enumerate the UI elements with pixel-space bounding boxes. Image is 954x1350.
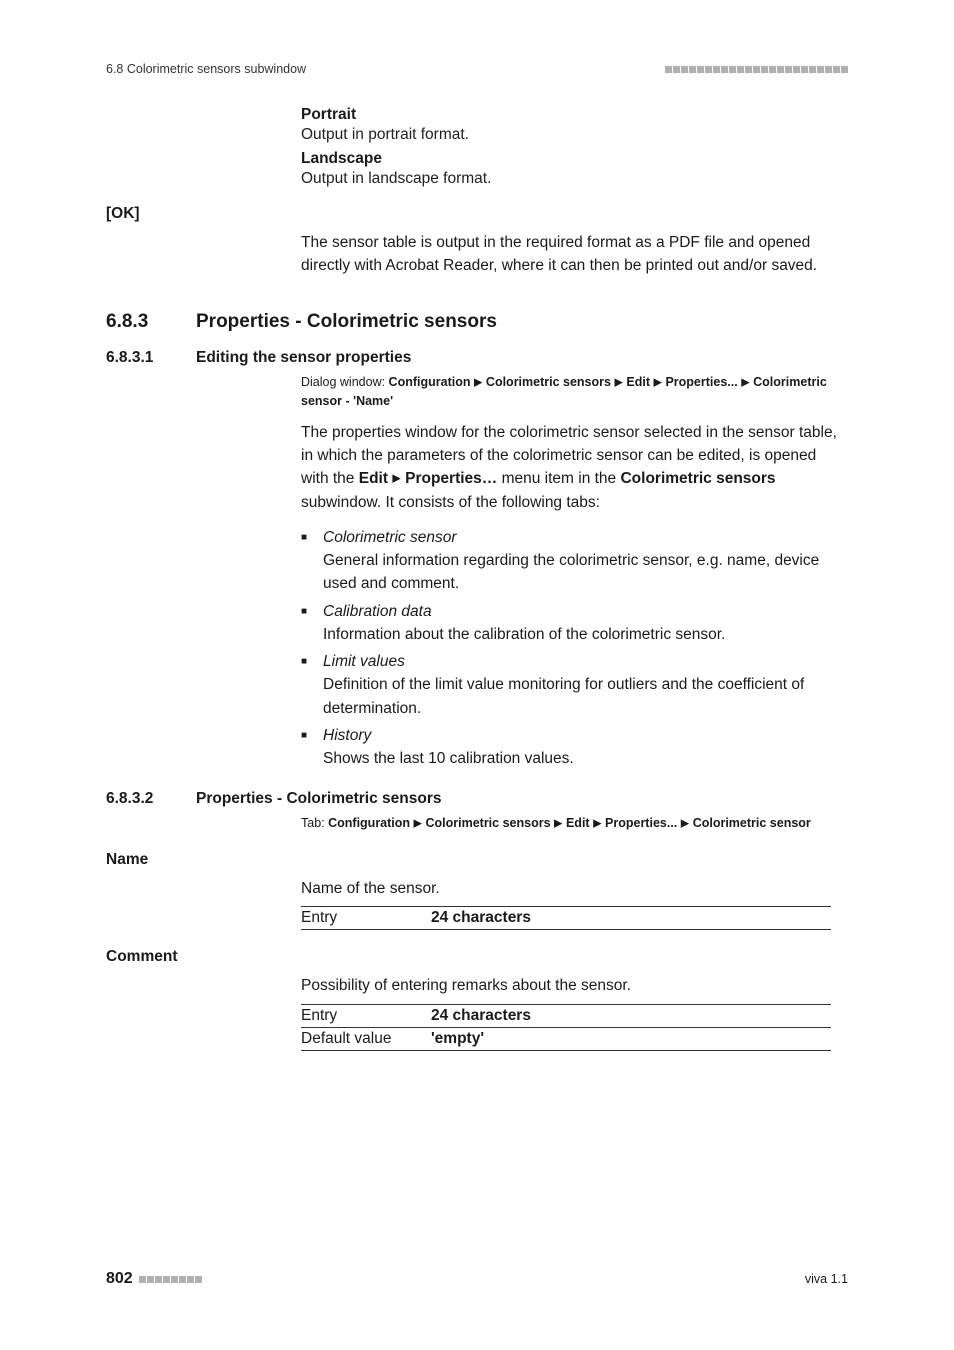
bullet-desc: Shows the last 10 calibration values. [323,750,574,767]
dialog-prefix: Dialog window: [301,375,389,389]
name-spec-table: Entry 24 characters [301,906,831,930]
portrait-desc: Output in portrait format. [301,124,848,146]
subsection-6831: 6.8.3.1 Editing the sensor properties [106,349,848,367]
page-header: 6.8 Colorimetric sensors subwindow [106,62,848,76]
ok-label: [OK] [106,205,848,223]
tb-config: Configuration [328,816,410,830]
ok-paragraph: The sensor table is output in the requir… [301,231,848,278]
props-paragraph: The properties window for the colorimetr… [301,421,848,514]
edit-bold: Edit [359,470,388,487]
table-row: Entry 24 characters [301,1004,831,1027]
footer-ornament [139,1276,202,1283]
subsection-title: Editing the sensor properties [196,349,411,367]
page-number: 802 [106,1270,133,1288]
tb-props: Properties... [605,816,677,830]
list-item: ■ Colorimetric sensor General informatio… [301,526,848,596]
table-row: Default value 'empty' [301,1027,831,1051]
tb-colsens: Colorimetric sensors [425,816,550,830]
page-content: Portrait Output in portrait format. Land… [106,106,848,1051]
bullet-icon: ■ [301,650,323,720]
tb-sensor: Colorimetric sensor [693,816,811,830]
comment-label: Comment [106,948,848,966]
subsection-num: 6.8.3.2 [106,790,196,808]
entry-value: 24 characters [431,1007,831,1025]
footer-left: 802 [106,1270,202,1288]
tab-breadcrumb: Tab: Configuration ▶ Colorimetric sensor… [301,814,848,833]
default-value: 'empty' [431,1030,831,1048]
bullet-icon: ■ [301,724,323,771]
bullet-icon: ■ [301,526,323,596]
bc-edit: Edit [626,375,650,389]
bullet-title: History [323,727,371,744]
entry-value: 24 characters [431,909,831,927]
list-item: ■ Calibration data Information about the… [301,600,848,647]
table-row: Entry 24 characters [301,906,831,930]
default-label: Default value [301,1030,431,1048]
bullet-title: Colorimetric sensor [323,529,457,546]
bullet-title: Calibration data [323,603,432,620]
para-mid: menu item in the [497,470,620,487]
bc-config: Configuration [389,375,471,389]
colsens-bold: Colorimetric sensors [620,470,775,487]
bullet-desc: General information regarding the colori… [323,552,819,592]
name-desc: Name of the sensor. [301,877,848,900]
header-ornament [665,66,848,73]
portrait-title: Portrait [301,106,848,124]
list-item: ■ Limit values Definition of the limit v… [301,650,848,720]
subsection-num: 6.8.3.1 [106,349,196,367]
entry-label: Entry [301,909,431,927]
landscape-title: Landscape [301,150,848,168]
section-683: 6.8.3 Properties - Colorimetric sensors [106,311,848,333]
bc-props: Properties... [665,375,737,389]
section-num: 6.8.3 [106,311,196,333]
section-title: Properties - Colorimetric sensors [196,311,497,333]
tabs-list: ■ Colorimetric sensor General informatio… [301,526,848,771]
tab-prefix: Tab: [301,816,328,830]
bullet-desc: Information about the calibration of the… [323,626,725,643]
page-footer: 802 viva 1.1 [106,1270,848,1288]
bullet-title: Limit values [323,653,405,670]
name-label: Name [106,851,848,869]
bullet-desc: Definition of the limit value monitoring… [323,676,804,716]
subsection-6832: 6.8.3.2 Properties - Colorimetric sensor… [106,790,848,808]
props-bold: Properties… [405,470,497,487]
footer-version: viva 1.1 [805,1272,848,1286]
header-section-ref: 6.8 Colorimetric sensors subwindow [106,62,306,76]
bullet-icon: ■ [301,600,323,647]
landscape-desc: Output in landscape format. [301,168,848,190]
tb-edit: Edit [566,816,590,830]
comment-spec-table: Entry 24 characters Default value 'empty… [301,1004,831,1051]
subsection-title: Properties - Colorimetric sensors [196,790,442,808]
list-item: ■ History Shows the last 10 calibration … [301,724,848,771]
comment-desc: Possibility of entering remarks about th… [301,974,848,997]
portrait-block: Portrait Output in portrait format. Land… [301,106,848,191]
dialog-breadcrumb: Dialog window: Configuration ▶ Colorimet… [301,373,848,411]
para-post: subwindow. It consists of the following … [301,494,600,511]
bc-colsens: Colorimetric sensors [486,375,611,389]
entry-label: Entry [301,1007,431,1025]
